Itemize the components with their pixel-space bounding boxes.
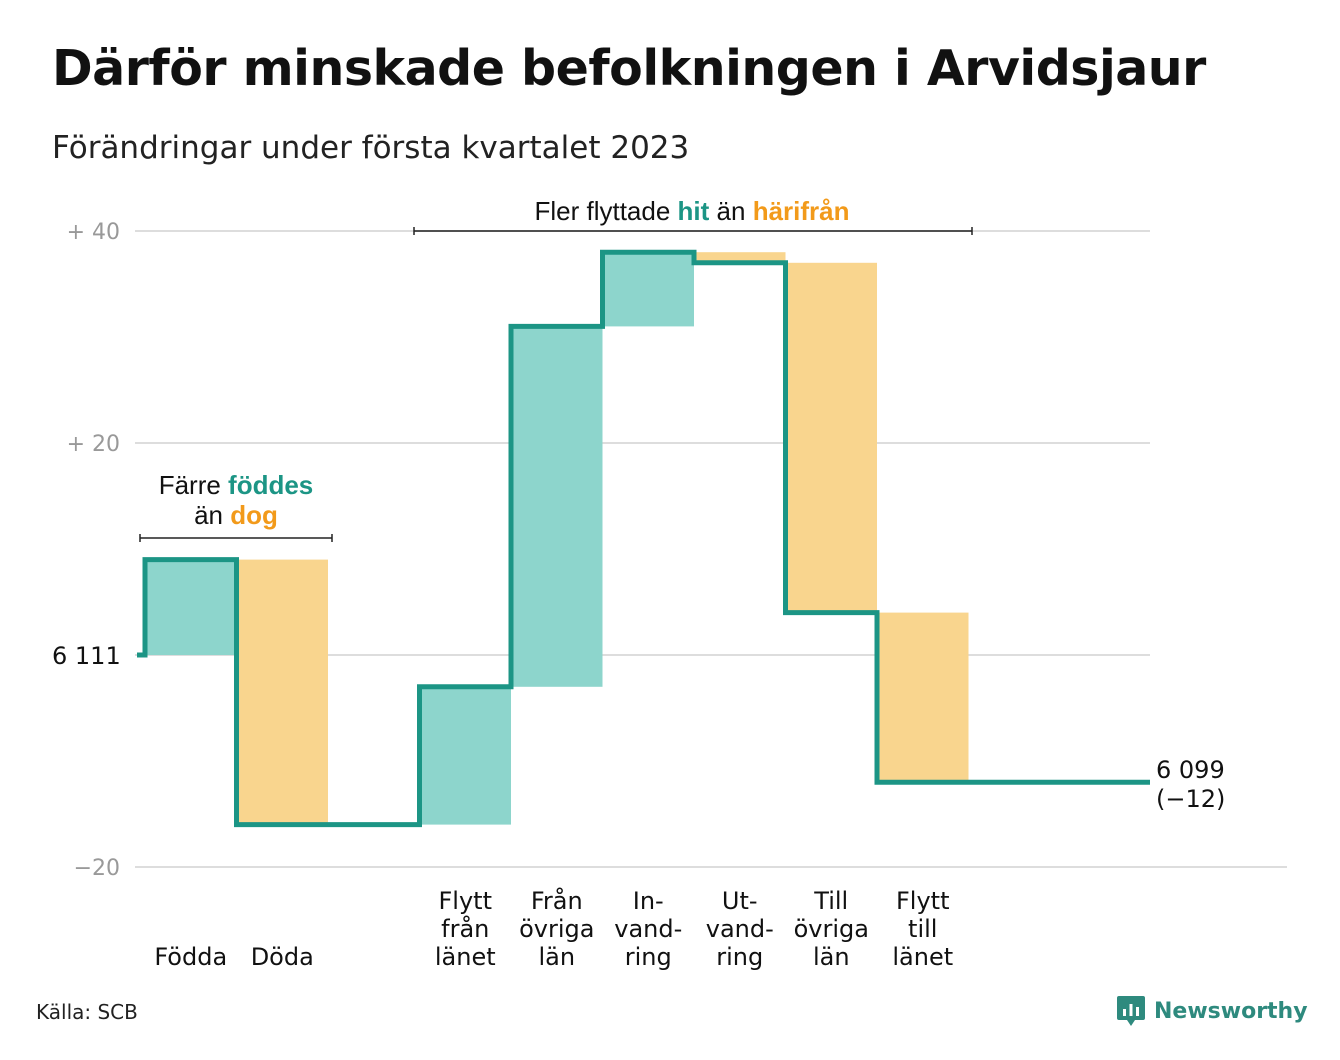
category-label: till xyxy=(908,915,937,943)
start-value-label: 6 111 xyxy=(52,642,121,670)
births-annotation-line2: än dog xyxy=(194,500,278,530)
migration-annotation: Fler flyttade hit än härifrån xyxy=(534,196,849,226)
chart-title: Därför minskade befolkningen i Arvidsjau… xyxy=(52,40,1206,97)
category-label: län xyxy=(813,943,850,971)
source-label: Källa: SCB xyxy=(36,1000,138,1024)
category-label: vand- xyxy=(614,915,682,943)
category-label: län xyxy=(538,943,575,971)
end-value-label: 6 099 xyxy=(1156,756,1225,784)
bar-increase xyxy=(602,252,694,327)
births-bracket xyxy=(139,534,333,542)
category-label: ring xyxy=(716,943,763,971)
migration-bracket xyxy=(413,227,973,235)
bar-decrease xyxy=(236,559,328,825)
y-tick-label: −20 xyxy=(74,856,120,881)
bar-decrease xyxy=(877,612,969,783)
brand-name: Newsworthy xyxy=(1154,998,1308,1024)
bar-increase xyxy=(511,326,603,687)
category-label: Döda xyxy=(251,943,314,971)
category-label: länet xyxy=(892,943,953,971)
y-tick-label: + 20 xyxy=(67,432,120,457)
category-label: länet xyxy=(435,943,496,971)
chart-subtitle: Förändringar under första kvartalet 2023 xyxy=(52,130,690,166)
bar-increase xyxy=(419,686,511,825)
cumulative-step-line xyxy=(137,249,1150,828)
category-label: In- xyxy=(633,887,664,915)
newsworthy-icon xyxy=(1117,996,1145,1026)
category-label: från xyxy=(441,914,489,943)
births-annotation-line1: Färre föddes xyxy=(159,470,314,500)
category-label: Flytt xyxy=(896,887,950,915)
category-label: Flytt xyxy=(439,887,493,915)
y-tick-label: + 40 xyxy=(67,220,120,245)
bar-increase xyxy=(145,559,237,655)
brand-logo: Newsworthy xyxy=(1116,994,1308,1028)
category-label: Ut- xyxy=(722,887,758,915)
category-label: vand- xyxy=(706,915,774,943)
category-label: övriga xyxy=(519,915,594,943)
category-label: Från xyxy=(531,886,583,915)
end-change-label: (−12) xyxy=(1156,785,1225,813)
category-label: ring xyxy=(625,943,672,971)
bar-decrease xyxy=(785,262,877,613)
category-label: övriga xyxy=(794,915,869,943)
bar-decrease xyxy=(694,252,786,263)
category-label: Födda xyxy=(154,943,227,971)
category-label: Till xyxy=(813,887,848,915)
